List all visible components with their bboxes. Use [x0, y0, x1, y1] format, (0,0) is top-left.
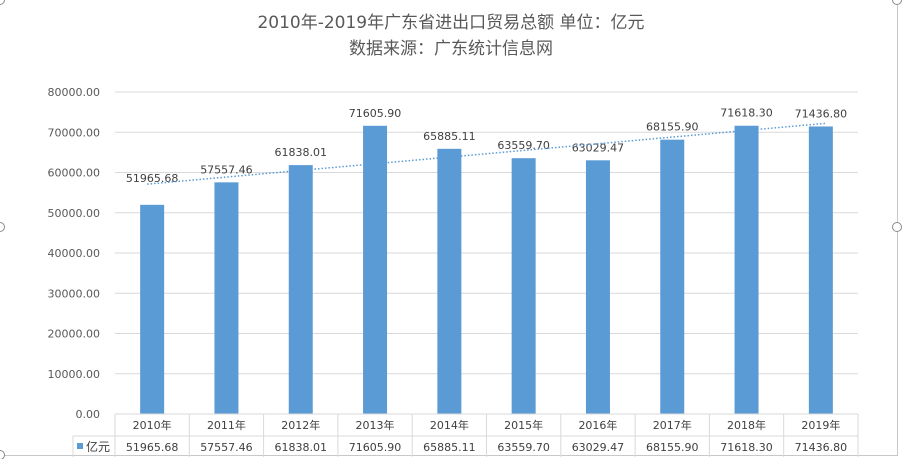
y-tick-label: 30000.00: [48, 287, 101, 300]
x-tick-label: 2017年: [653, 418, 692, 432]
table-value: 65885.11: [423, 441, 476, 454]
bar: [363, 125, 388, 414]
bar: [808, 126, 833, 414]
table-value: 57557.46: [200, 441, 253, 454]
data-label: 63559.70: [497, 139, 550, 152]
x-tick-label: 2019年: [801, 418, 840, 432]
resize-handle[interactable]: [0, 450, 5, 459]
chart-title: 2010年-2019年广东省进出口贸易总额 单位：亿元: [257, 13, 645, 33]
x-tick-label: 2016年: [578, 418, 617, 432]
chart-subtitle: 数据来源：广东统计信息网: [349, 39, 553, 59]
table-value: 71605.90: [349, 441, 402, 454]
y-tick-label: 20000.00: [48, 328, 101, 341]
data-label: 51965.68: [126, 172, 179, 185]
x-tick-label: 2015年: [504, 418, 543, 432]
table-value: 61838.01: [275, 441, 328, 454]
bar: [660, 139, 685, 415]
table-value: 71436.80: [795, 441, 848, 454]
bar: [734, 125, 759, 415]
bar: [288, 165, 313, 414]
bar: [511, 158, 536, 414]
y-tick-label: 80000.00: [48, 86, 101, 99]
bar: [140, 204, 165, 414]
bar: [437, 148, 462, 414]
data-label: 71605.90: [349, 107, 402, 120]
data-label: 68155.90: [646, 121, 699, 134]
table-value: 68155.90: [646, 441, 699, 454]
data-label: 57557.46: [200, 163, 253, 176]
y-tick-label: 60000.00: [48, 167, 101, 180]
y-tick-label: 0.00: [76, 408, 101, 421]
bar: [214, 182, 239, 414]
y-tick-label: 50000.00: [48, 207, 101, 220]
legend-label: 亿元: [86, 439, 110, 454]
x-tick-label: 2011年: [207, 418, 246, 432]
bar: [585, 160, 610, 414]
table-value: 71618.30: [720, 441, 773, 454]
x-tick-label: 2010年: [133, 418, 172, 432]
legend-key: [77, 443, 83, 449]
y-tick-label: 10000.00: [48, 368, 101, 381]
trendline: [147, 122, 826, 185]
x-tick-label: 2018年: [727, 418, 766, 432]
x-tick-label: 2014年: [430, 418, 469, 432]
x-tick-label: 2012年: [281, 418, 320, 432]
data-label: 61838.01: [275, 146, 328, 159]
data-label: 71618.30: [720, 107, 773, 120]
table-value: 51965.68: [126, 441, 179, 454]
table-value: 63559.70: [497, 441, 550, 454]
table-value: 63029.47: [572, 441, 625, 454]
resize-handle[interactable]: [892, 222, 902, 232]
y-tick-label: 70000.00: [48, 126, 101, 139]
data-label: 71436.80: [795, 107, 848, 120]
data-label: 63029.47: [572, 141, 625, 154]
x-tick-label: 2013年: [356, 418, 395, 432]
data-label: 65885.11: [423, 130, 476, 143]
y-tick-label: 40000.00: [48, 247, 101, 260]
